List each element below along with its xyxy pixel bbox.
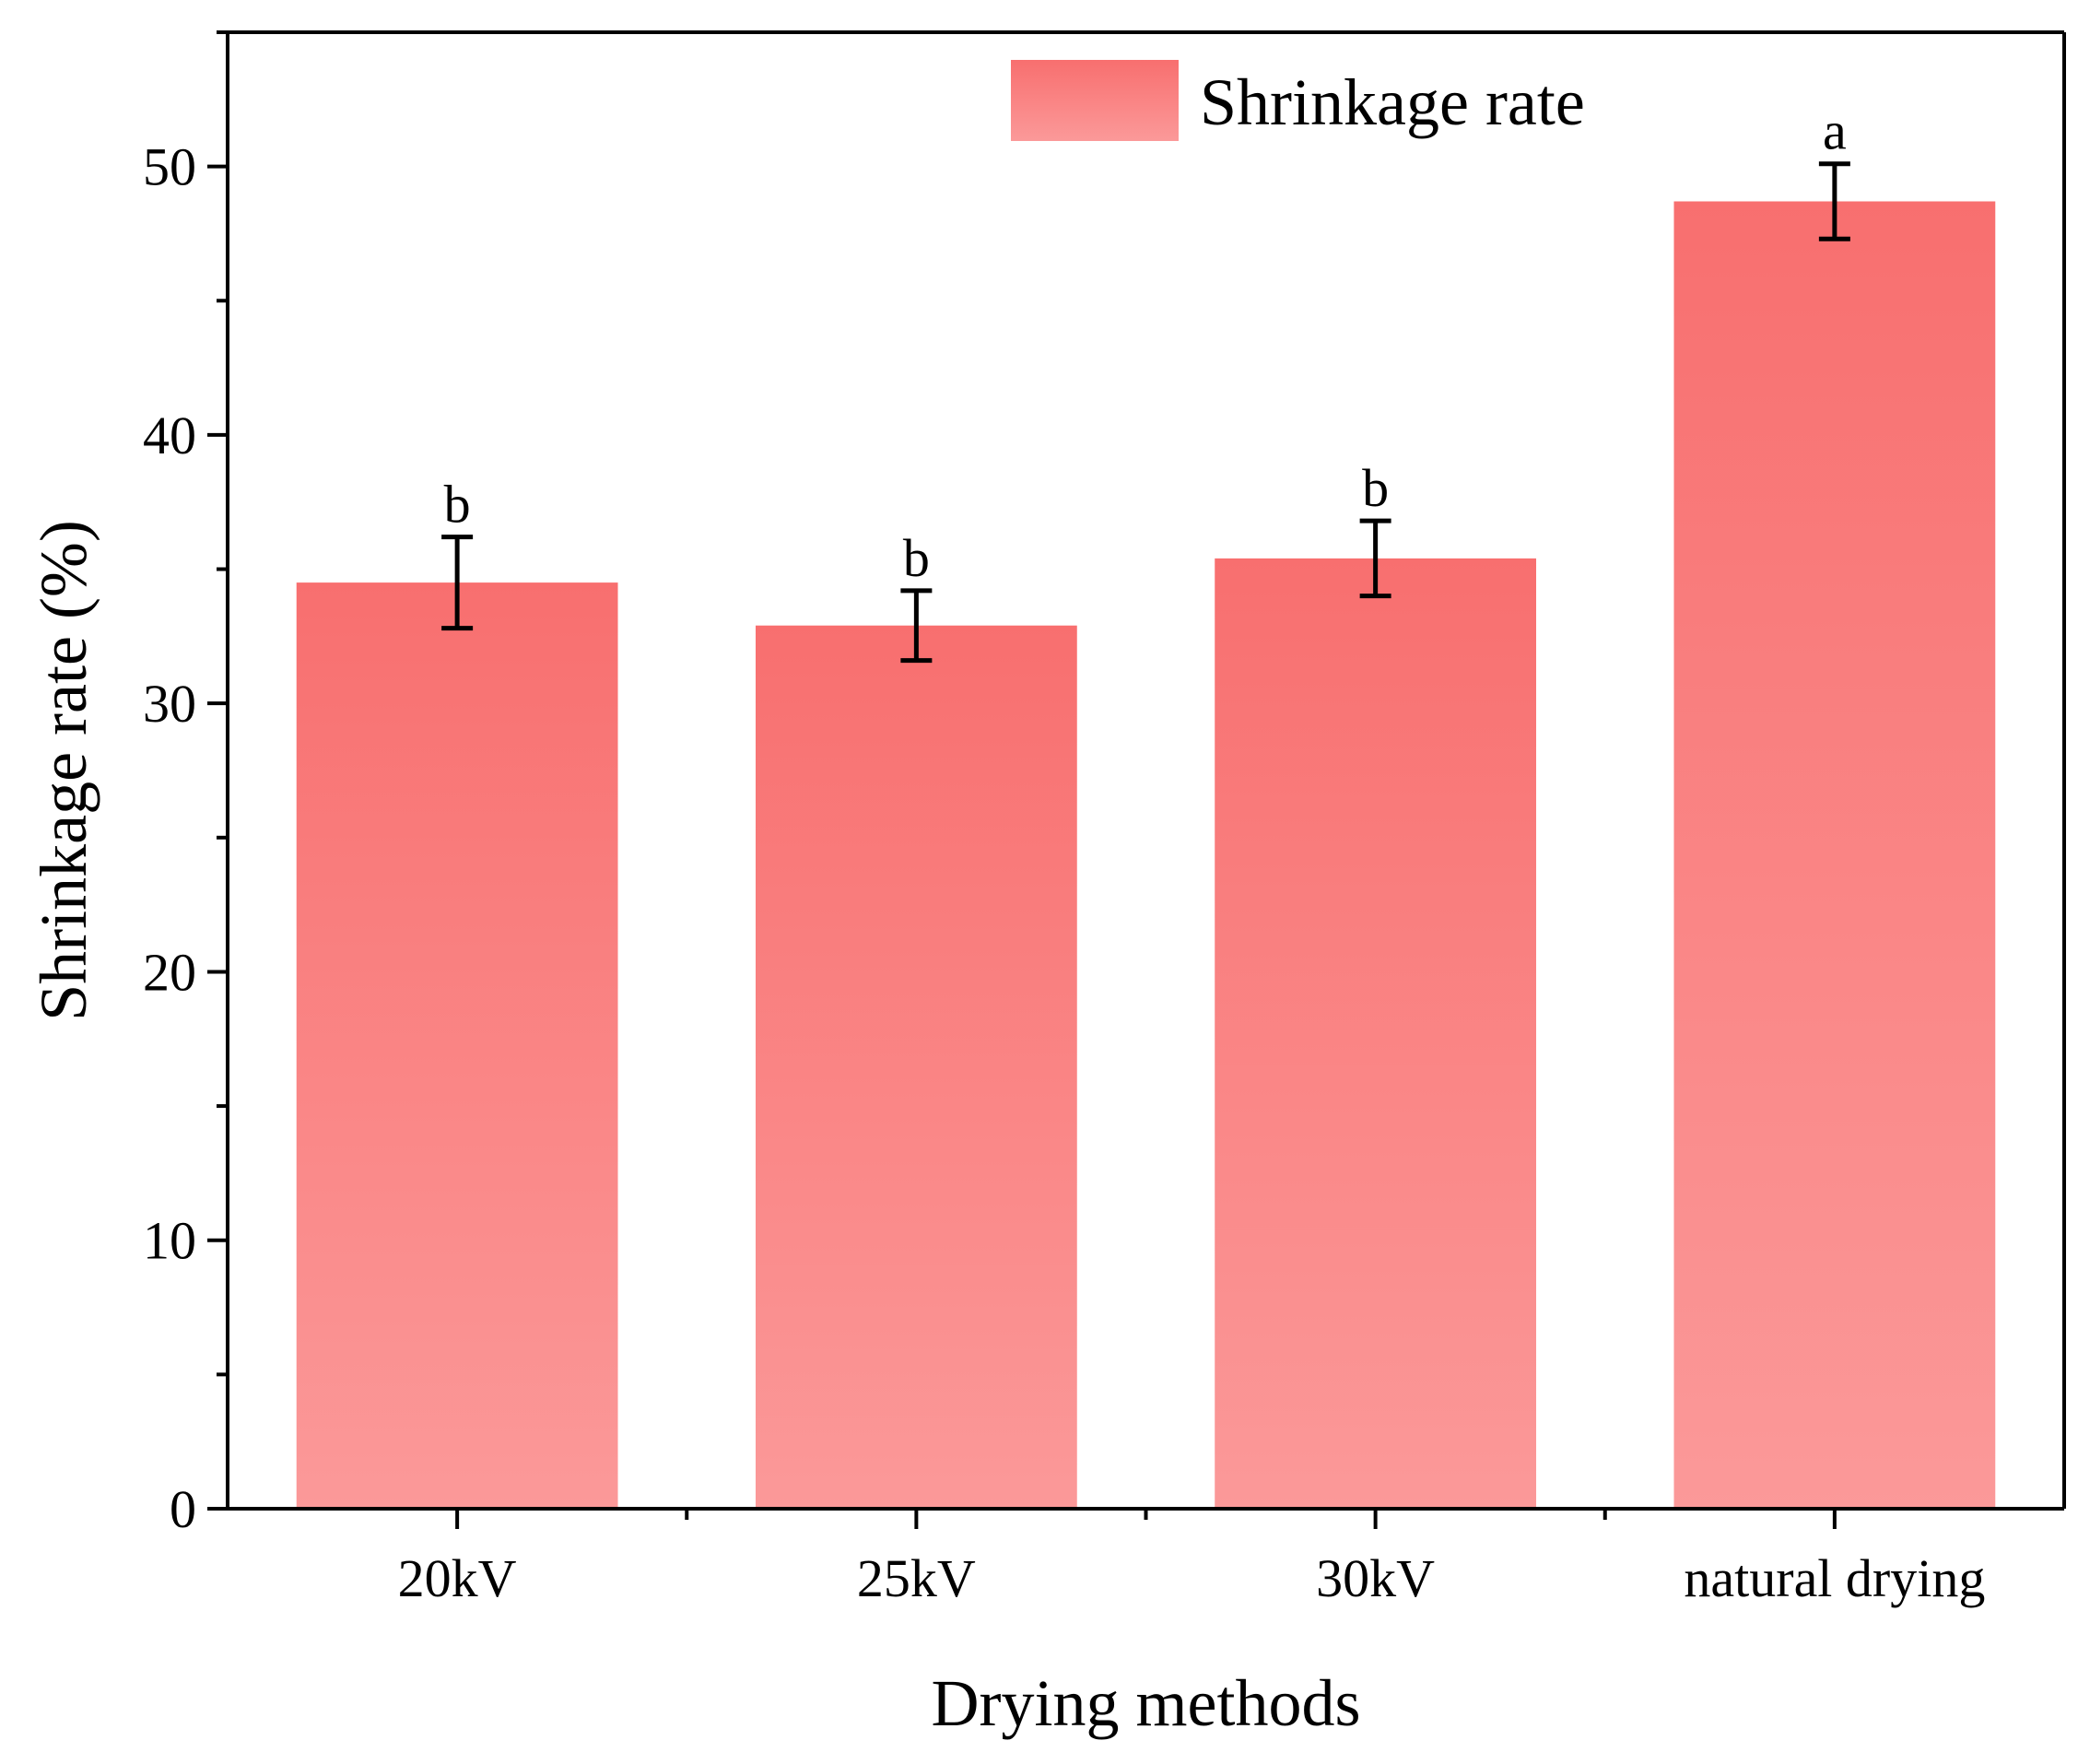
y-tick-label-10: 10 xyxy=(143,1211,196,1271)
y-tick-label-40: 40 xyxy=(143,406,196,465)
bar-1 xyxy=(296,582,618,1509)
bar-3 xyxy=(1215,558,1537,1509)
legend: Shrinkage rate xyxy=(1011,60,1585,141)
x-tick-label-2: 25kV xyxy=(857,1548,976,1608)
error-bar-3 xyxy=(1359,518,1391,599)
legend-swatch xyxy=(1011,60,1179,141)
y-axis-title: Shrinkage rate (%) xyxy=(27,520,100,1021)
error-bar-1 xyxy=(441,535,474,631)
y-tick-label-20: 20 xyxy=(143,942,196,1002)
error-bar-2 xyxy=(900,588,933,664)
significance-label-2: b xyxy=(903,528,930,588)
significance-label-1: b xyxy=(444,475,471,535)
legend-label: Shrinkage rate xyxy=(1200,65,1585,139)
error-bar-4 xyxy=(1818,161,1850,241)
bars-layer xyxy=(296,161,1996,1509)
bar-2 xyxy=(755,625,1077,1509)
significance-label-4: a xyxy=(1823,101,1847,161)
x-tick-label-3: 30kV xyxy=(1316,1548,1435,1608)
x-axis-title: Drying methods xyxy=(932,1666,1361,1740)
significance-label-3: b xyxy=(1362,458,1389,518)
bar-4 xyxy=(1673,201,1996,1509)
y-tick-label-50: 50 xyxy=(143,137,196,197)
y-tick-label-30: 30 xyxy=(143,674,196,734)
x-tick-label-1: 20kV xyxy=(398,1548,517,1608)
axes-layer xyxy=(207,30,2066,1529)
x-tick-label-4: natural drying xyxy=(1684,1548,1985,1608)
y-tick-label-0: 0 xyxy=(170,1479,196,1539)
labels-layer: b b b a 0 10 20 30 40 50 20kV 25kV 30kV natural dryin… xyxy=(27,101,1985,1740)
